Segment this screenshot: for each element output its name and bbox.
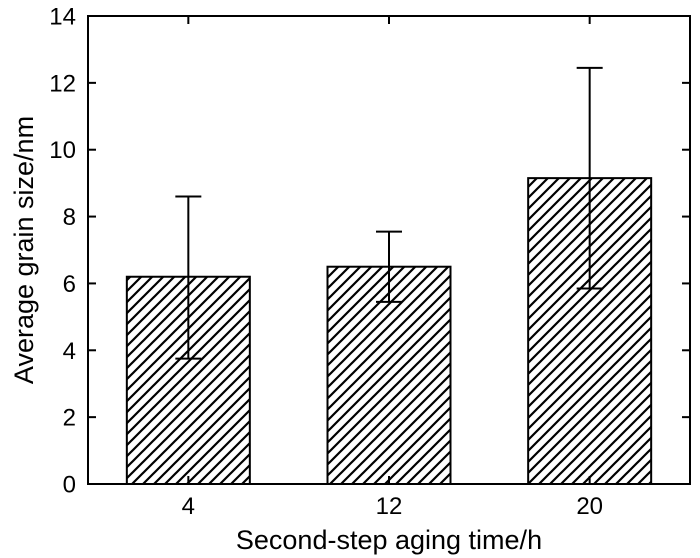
y-tick-label-8: 8 [63, 204, 76, 231]
y-tick-label-14: 14 [49, 4, 76, 31]
y-tick-label-6: 6 [63, 271, 76, 298]
bars-layer [125, 177, 653, 486]
y-tick-label-4: 4 [63, 338, 76, 365]
y-tick-label-0: 0 [63, 472, 76, 499]
error-bar-4 [175, 195, 202, 360]
x-axis-label: Second-step aging time/h [236, 525, 542, 555]
ticks-layer [88, 15, 690, 485]
y-tick-label-12: 12 [49, 70, 76, 97]
bar-12 [326, 265, 452, 486]
error-bars-layer [175, 66, 603, 360]
x-tick-label-20: 20 [576, 493, 603, 520]
tick-labels-layer: 4 12 20 0 2 4 6 8 10 12 14 [49, 4, 603, 521]
y-axis-label: Average grain size/nm [9, 116, 39, 384]
x-tick-label-4: 4 [182, 493, 195, 520]
y-tick-label-10: 10 [49, 137, 76, 164]
x-tick-label-12: 12 [376, 493, 403, 520]
error-bar-12 [376, 230, 402, 303]
error-bar-20 [576, 66, 603, 290]
y-tick-label-2: 2 [63, 405, 76, 432]
